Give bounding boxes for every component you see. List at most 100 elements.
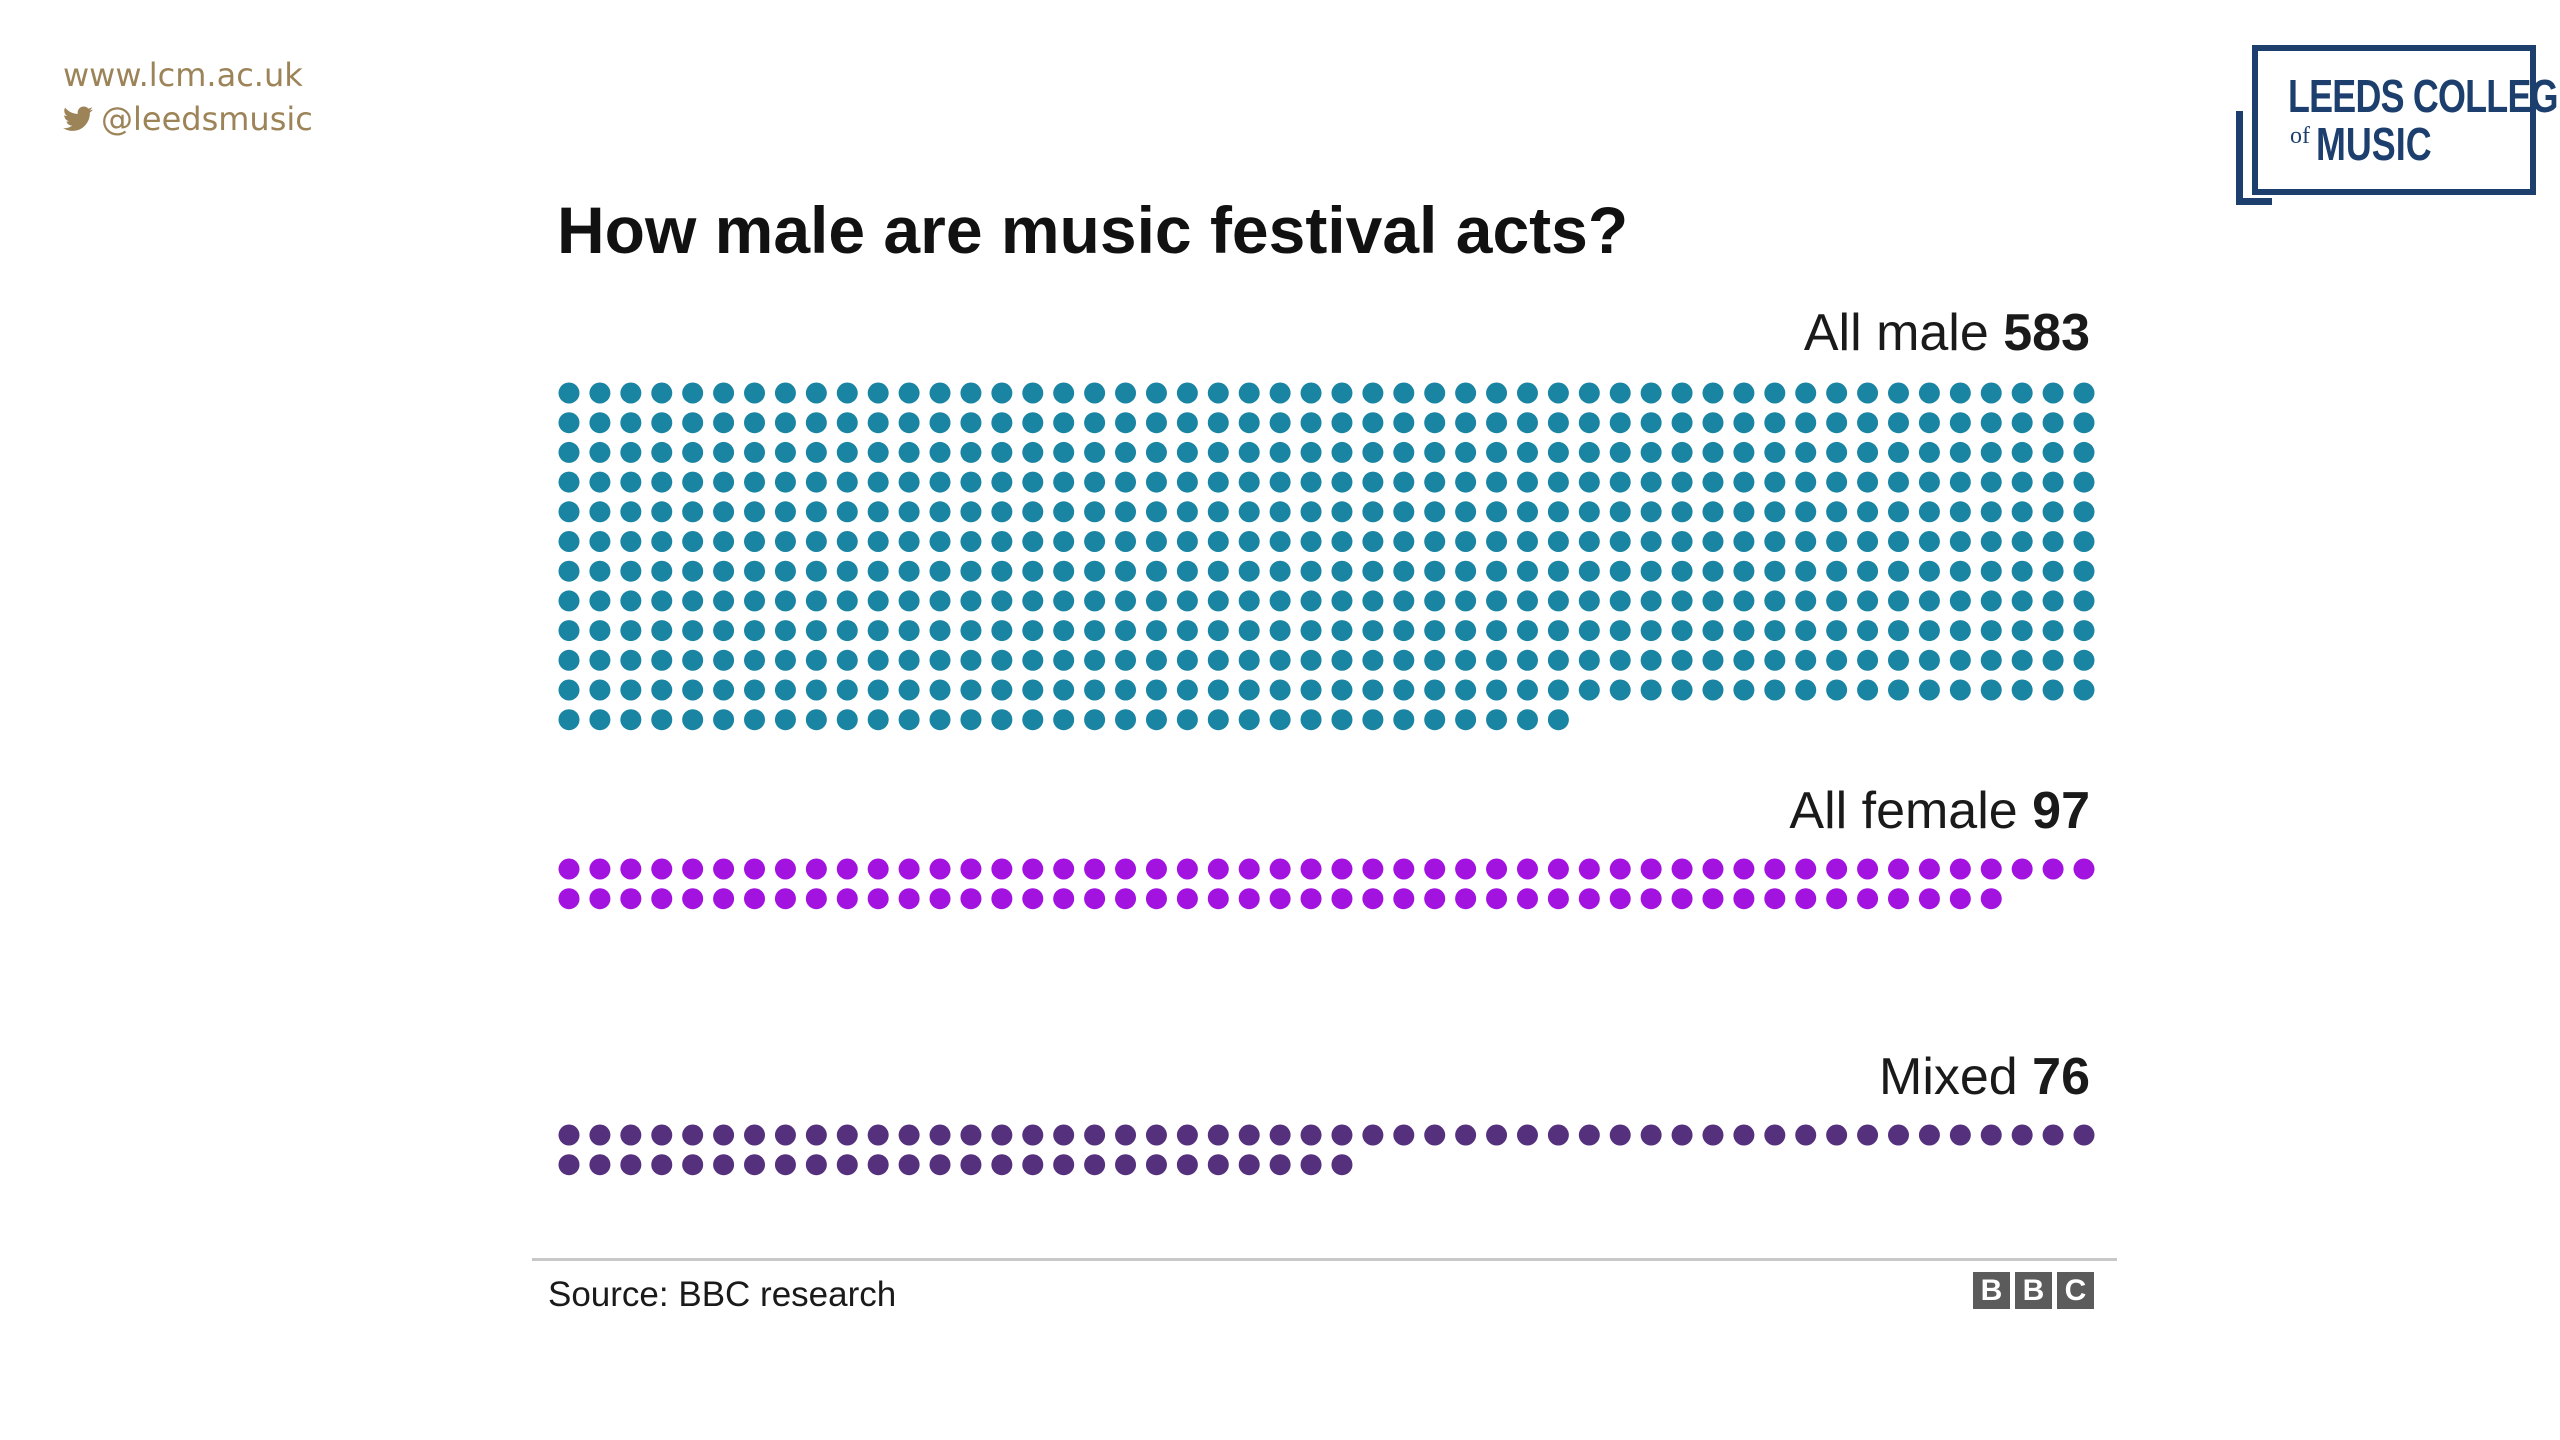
waffle-dot	[1362, 471, 1384, 493]
waffle-dot	[991, 888, 1013, 910]
waffle-dot	[2011, 679, 2033, 701]
waffle-dot	[1702, 560, 1724, 582]
waffle-dot	[836, 1154, 858, 1176]
waffle-dot	[1393, 679, 1415, 701]
waffle-dot	[929, 501, 951, 523]
waffle-dot	[1671, 560, 1693, 582]
waffle-dot	[744, 649, 766, 671]
waffle-dot	[1300, 649, 1322, 671]
waffle-dot	[1671, 531, 1693, 552]
waffle-dot	[1238, 679, 1260, 701]
waffle-dot	[1702, 531, 1724, 552]
waffle-dot	[2011, 649, 2033, 671]
waffle-dot	[1764, 649, 1786, 671]
waffle-dot	[1300, 679, 1322, 701]
waffle-dot	[1949, 471, 1971, 493]
waffle-dot	[2073, 560, 2095, 582]
waffle-dot	[1733, 471, 1755, 493]
waffle-dot	[1702, 649, 1724, 671]
waffle-dot	[1176, 382, 1198, 404]
waffle-dot	[1424, 501, 1446, 523]
waffle-dot	[1053, 620, 1075, 642]
waffle-dot	[1486, 858, 1508, 880]
waffle-dot	[1053, 382, 1075, 404]
waffle-dot	[1300, 858, 1322, 880]
waffle-dot	[1516, 1124, 1538, 1146]
waffle-dot	[836, 679, 858, 701]
waffle-dot	[1486, 888, 1508, 910]
bbc-letter-1: B	[1973, 1272, 2010, 1309]
waffle-dot	[1578, 382, 1600, 404]
waffle-dot	[991, 471, 1013, 493]
waffle-dot	[929, 412, 951, 434]
waffle-dot	[1733, 620, 1755, 642]
waffle-dot	[1609, 441, 1631, 463]
waffle-dot	[1362, 1124, 1384, 1146]
waffle-dot	[1516, 590, 1538, 612]
waffle-dot	[651, 888, 673, 910]
waffle-dot	[1269, 412, 1291, 434]
waffle-dot	[651, 679, 673, 701]
waffle-dot	[1640, 888, 1662, 910]
waffle-dot	[836, 620, 858, 642]
waffle-dot	[1145, 412, 1167, 434]
waffle-dot	[1424, 441, 1446, 463]
waffle-dot	[1207, 560, 1229, 582]
waffle-dot	[1918, 858, 1940, 880]
waffle-dot	[1671, 1124, 1693, 1146]
waffle-group-0: All male 583	[558, 304, 2095, 731]
waffle-dot	[1115, 888, 1137, 910]
waffle-dot	[1640, 501, 1662, 523]
waffle-dot	[898, 590, 920, 612]
waffle-dot	[1176, 560, 1198, 582]
waffle-dot	[960, 441, 982, 463]
waffle-dot	[805, 441, 827, 463]
waffle-dot	[1980, 1124, 2002, 1146]
waffle-dot	[1022, 560, 1044, 582]
waffle-dot	[1887, 531, 1909, 552]
waffle-dot	[1084, 412, 1106, 434]
waffle-dot	[682, 620, 704, 642]
waffle-dot	[991, 501, 1013, 523]
waffle-dot	[620, 709, 642, 731]
waffle-dot	[682, 888, 704, 910]
waffle-dot	[1764, 620, 1786, 642]
waffle-dot	[1300, 888, 1322, 910]
waffle-dot	[2011, 620, 2033, 642]
waffle-dot	[1022, 382, 1044, 404]
waffle-dot	[1795, 888, 1817, 910]
waffle-dot	[1115, 441, 1137, 463]
waffle-dot	[836, 382, 858, 404]
waffle-dot	[1764, 590, 1786, 612]
waffle-dot	[1733, 649, 1755, 671]
waffle-dot	[558, 888, 580, 910]
waffle-dot	[1238, 560, 1260, 582]
website-url[interactable]: www.lcm.ac.uk	[63, 56, 303, 94]
waffle-dot	[682, 709, 704, 731]
waffle-dot	[1022, 1154, 1044, 1176]
waffle-dot	[1640, 531, 1662, 552]
source-note: Source: BBC research	[548, 1275, 897, 1314]
waffle-dot	[558, 649, 580, 671]
waffle-dot	[2073, 441, 2095, 463]
waffle-dot	[1918, 649, 1940, 671]
waffle-dot	[1115, 649, 1137, 671]
waffle-dot	[1516, 620, 1538, 642]
waffle-dot	[2042, 382, 2064, 404]
waffle-dot	[620, 441, 642, 463]
waffle-dot	[589, 620, 611, 642]
waffle-dot	[589, 471, 611, 493]
waffle-dot	[1269, 858, 1291, 880]
waffle-dot	[960, 531, 982, 552]
waffle-dot	[1300, 590, 1322, 612]
waffle-dot	[1826, 412, 1848, 434]
waffle-dot	[1269, 590, 1291, 612]
waffle-dot	[713, 382, 735, 404]
waffle-dot	[805, 590, 827, 612]
waffle-dot	[1795, 471, 1817, 493]
waffle-dot	[682, 471, 704, 493]
waffle-dot	[1578, 858, 1600, 880]
waffle-dot	[1115, 471, 1137, 493]
twitter-handle[interactable]: @leedsmusic	[101, 100, 313, 138]
waffle-dot	[2073, 382, 2095, 404]
